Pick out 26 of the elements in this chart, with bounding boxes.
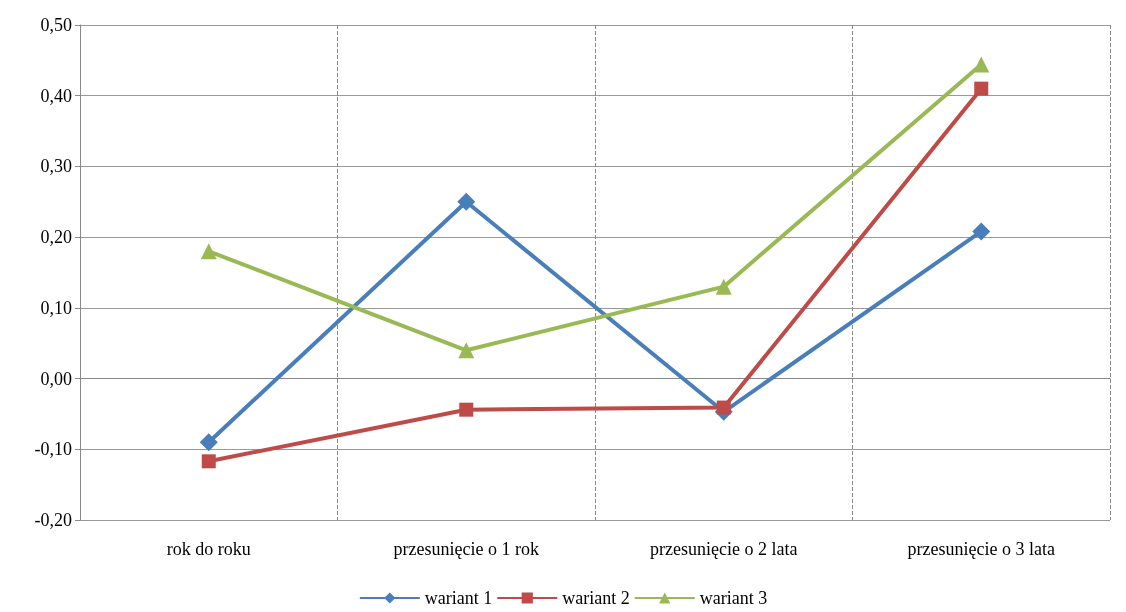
x-tick-label: przesunięcie o 2 lata: [650, 539, 798, 559]
y-tick-label: 0,10: [40, 297, 72, 318]
point: [199, 433, 218, 452]
y-tick-label: 0,40: [40, 85, 72, 106]
legend-label: wariant 3: [699, 588, 768, 608]
point: [715, 278, 732, 295]
point: [200, 243, 217, 260]
y-tick-label: 0,00: [40, 368, 72, 389]
y-tick-label: 0,50: [40, 15, 72, 35]
y-tick-label: 0,30: [40, 156, 72, 177]
y-tick-label: -0,10: [34, 439, 72, 460]
point: [201, 454, 216, 469]
point: [458, 342, 475, 359]
point: [973, 56, 990, 73]
y-tick-label: -0,20: [34, 510, 72, 530]
x-tick-label: przesunięcie o 1 rok: [393, 539, 539, 559]
x-tick-label: przesunięcie o 3 lata: [907, 539, 1055, 559]
x-tick-label: rok do roku: [166, 539, 251, 559]
point: [716, 400, 731, 415]
legend-label: wariant 1: [424, 588, 493, 608]
point: [457, 192, 476, 211]
legend-label: wariant 2: [562, 588, 630, 608]
point: [972, 222, 991, 241]
y-tick-label: 0,20: [40, 227, 72, 248]
point: [459, 402, 474, 417]
point: [974, 81, 989, 96]
